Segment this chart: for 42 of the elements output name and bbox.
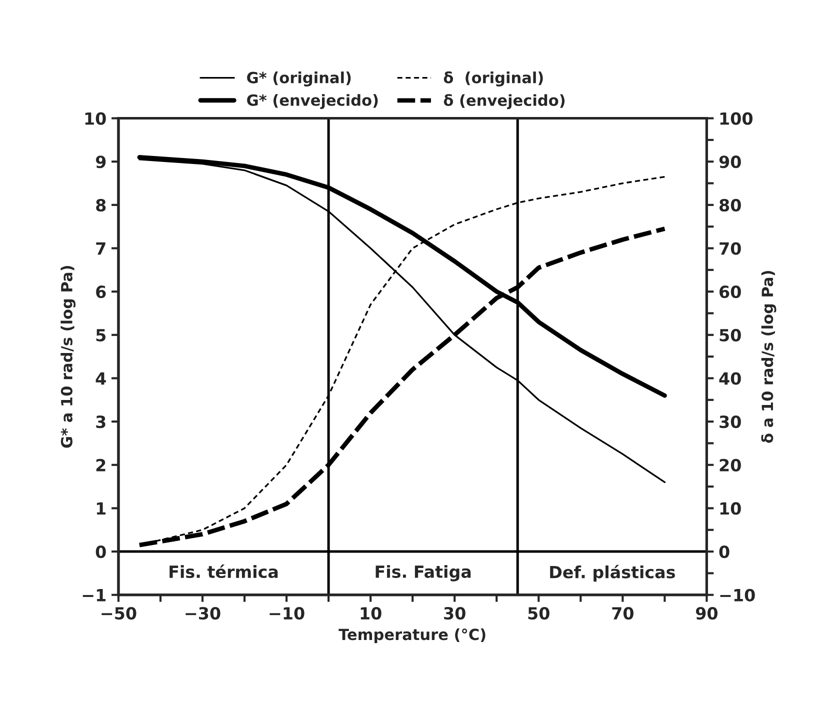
x-tick-label: 50 — [528, 606, 550, 620]
y-tick-label: 7 — [96, 242, 106, 255]
y-tick-label: 2 — [96, 458, 106, 472]
y-tick-label: 1 — [96, 502, 106, 515]
y-tick-label: 8 — [96, 198, 106, 212]
y-tick-label: 9 — [96, 156, 106, 168]
x-tick-label: −10 — [270, 606, 304, 620]
y2-tick-label: −10 — [720, 588, 755, 602]
y2-tick-label: 50 — [720, 328, 741, 342]
y2-tick-label: 70 — [720, 242, 741, 255]
y2-tick-label: 80 — [720, 198, 741, 212]
legend-label: G* (envejecido) — [247, 94, 378, 109]
legend-label: G* (original) — [247, 72, 351, 86]
y2-tick-label: 40 — [719, 372, 741, 385]
annotation: Def. plásticas — [550, 564, 675, 582]
y-axis-title: G* a 10 rad/s (log Pa) — [60, 266, 76, 448]
x-tick-label: 10 — [360, 606, 382, 620]
y2-tick-label: 60 — [720, 286, 741, 298]
y-tick-label: 5 — [96, 329, 106, 342]
y2-axis-title: δ a 10 rad/s (log Pa) — [761, 270, 776, 443]
y2-tick-label: 100 — [720, 112, 753, 125]
x-tick-label: 30 — [444, 606, 466, 620]
y2-tick-label: 20 — [720, 458, 741, 472]
x-axis-title: Temperature (°C) — [338, 628, 486, 644]
legend-label: δ (envejecido) — [444, 94, 565, 110]
annotation: Fis. Fatiga — [376, 565, 471, 582]
y-tick-label: 3 — [96, 416, 106, 428]
x-tick-label: −50 — [102, 606, 136, 620]
y-tick-label: −1 — [82, 589, 106, 602]
annotation: Fis. térmica — [170, 564, 278, 578]
x-tick-label: 70 — [612, 606, 634, 620]
y2-tick-label: 90 — [719, 156, 741, 168]
y-tick-label: 6 — [96, 286, 106, 298]
y-tick-label: 10 — [85, 112, 106, 125]
y2-tick-label: 30 — [720, 416, 741, 428]
x-tick-label: −30 — [186, 606, 220, 620]
legend-label: δ (original) — [444, 71, 543, 86]
y-tick-label: 4 — [96, 372, 106, 385]
x-tick-label: 90 — [696, 606, 718, 620]
y2-tick-label: 10 — [720, 502, 741, 515]
y2-tick-label: 0 — [719, 546, 730, 558]
y-tick-label: 0 — [96, 546, 106, 558]
